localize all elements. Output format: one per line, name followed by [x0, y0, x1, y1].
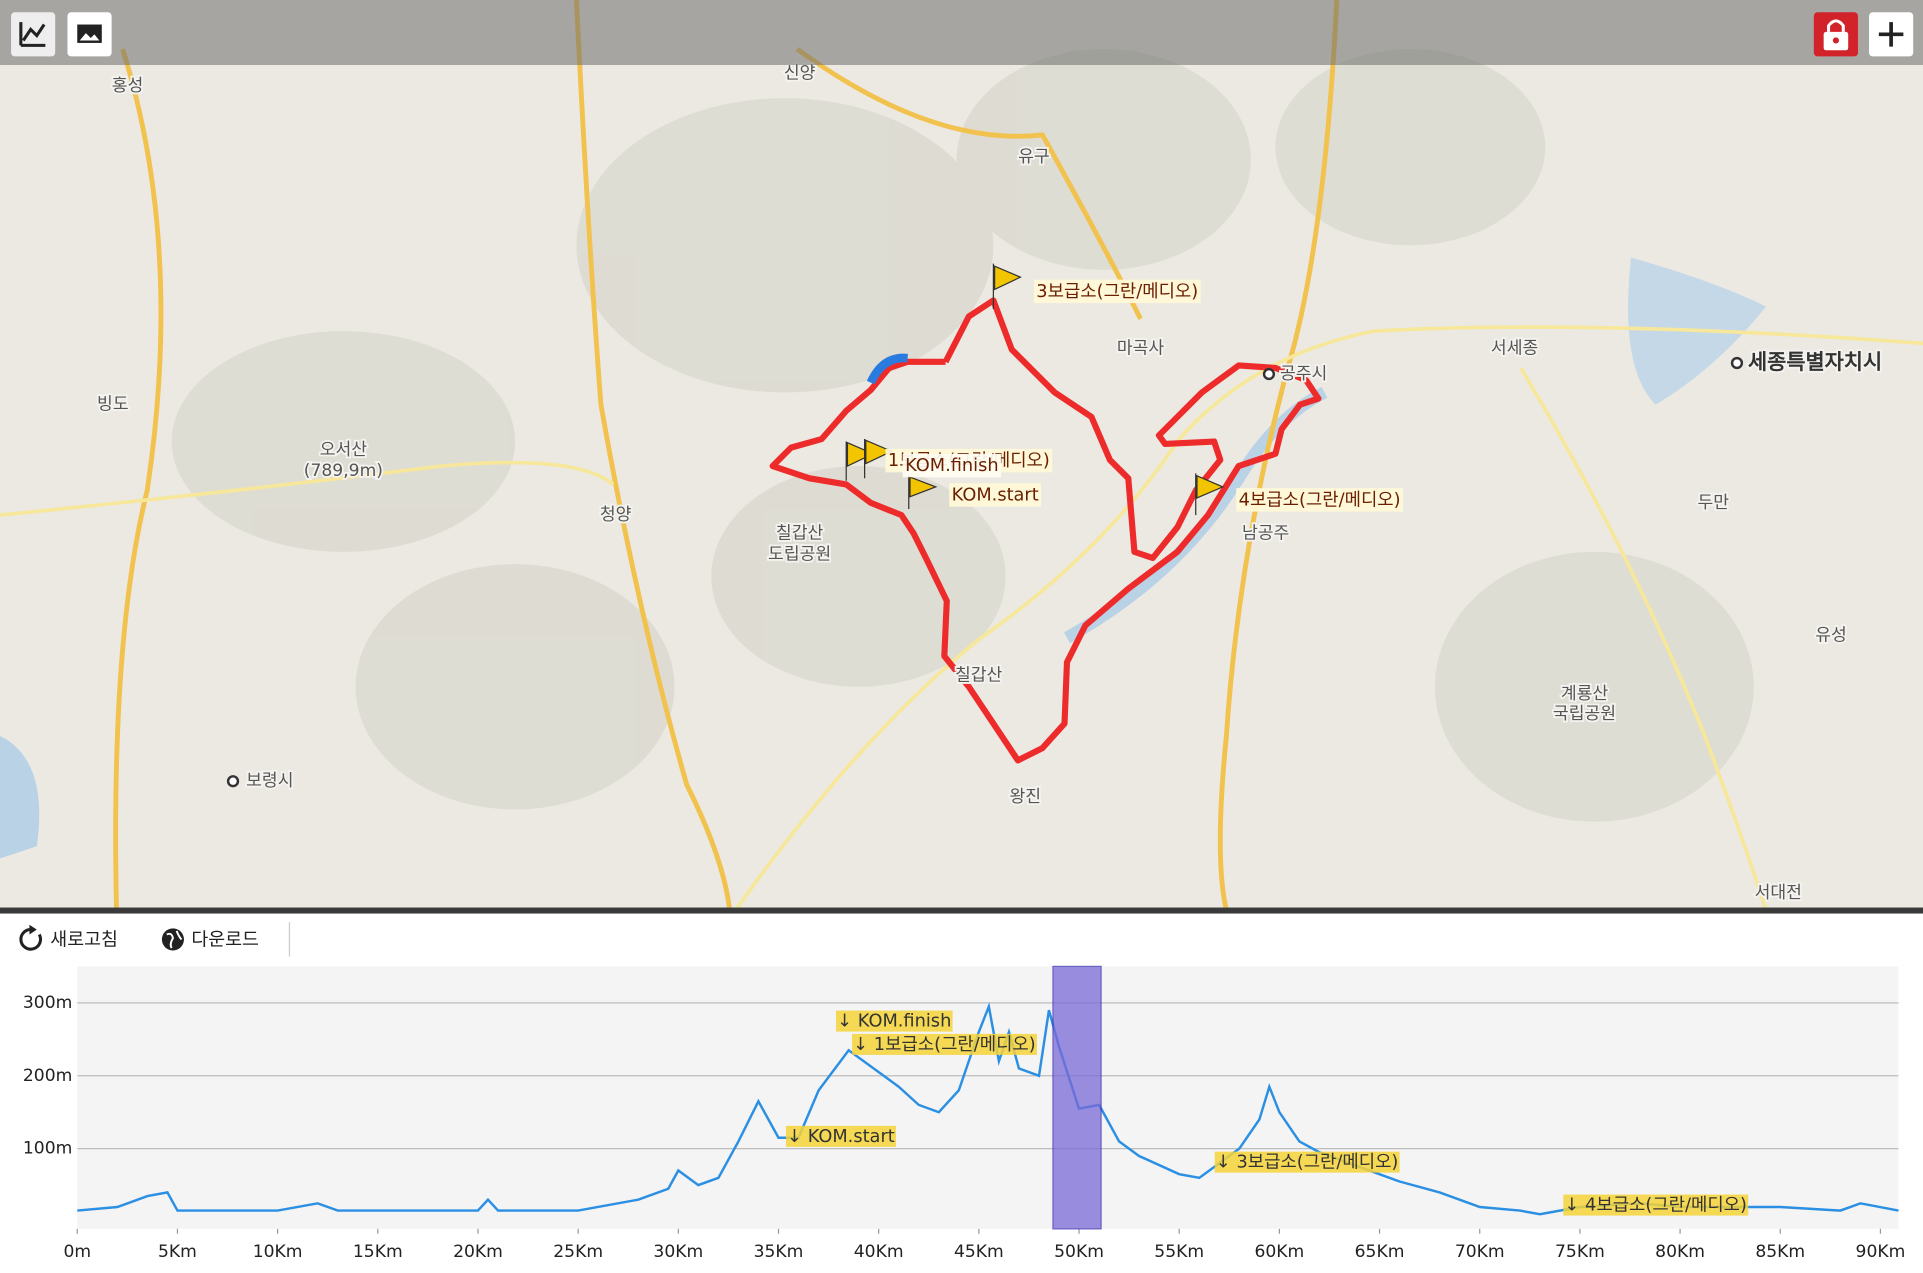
y-tick-label: 300m [23, 993, 72, 1013]
x-tick-label: 60Km [1254, 1242, 1304, 1262]
waypoint-labels: 3보급소(그란/메디오)1보급소(그란/메디오)KOM.finishKOM.st… [885, 279, 1404, 512]
x-tick-label: 50Km [1054, 1242, 1104, 1262]
waypoint-label-bg [1236, 488, 1404, 512]
x-tick-label: 35Km [754, 1242, 804, 1262]
place-label: 신양 [784, 64, 816, 84]
x-tick-label: 80Km [1655, 1242, 1705, 1262]
place-label: 남공주 [1242, 523, 1289, 543]
x-tick-label: 25Km [553, 1242, 603, 1262]
waypoint-label: 4보급소(그란/메디오) [1239, 489, 1401, 510]
city-dot [226, 775, 240, 788]
refresh-button[interactable]: 새로고침 [19, 924, 118, 951]
x-tick-label: 20Km [453, 1242, 503, 1262]
selection-band [1052, 965, 1102, 1230]
annotation-bg [1563, 1194, 1749, 1216]
flags [845, 263, 1225, 516]
lock-button[interactable] [1813, 12, 1858, 57]
x-tick-label: 40Km [854, 1242, 904, 1262]
waypoint-label-bg [902, 453, 1002, 478]
y-tick-label: 200m [23, 1066, 72, 1086]
chart-toggle-button[interactable] [11, 12, 56, 57]
image-button[interactable] [67, 12, 112, 57]
top-bar [0, 0, 1923, 65]
x-tick-label: 75Km [1555, 1242, 1605, 1262]
place-label: 도립공원 [768, 544, 831, 564]
place-label: 마곡사 [1117, 338, 1165, 358]
refresh-label[interactable]: 새로고침 [50, 930, 118, 951]
place-label: 세종특별자치시 [1748, 350, 1882, 374]
panel-divider [0, 907, 1923, 914]
annotation-bg [836, 1010, 953, 1032]
waypoint-label: KOM.finish [905, 455, 999, 476]
route [769, 297, 1322, 764]
place-label: 유구 [1018, 147, 1050, 167]
place-label: 오서산 [320, 440, 368, 460]
annotation-label: ↓ 1보급소(그란/메디오) [853, 1034, 1035, 1055]
elevation-chart[interactable]: 100m 200m 300m 0m 5Km 10Km 15Km 20Km 25Km 30Km 35K… [23, 965, 1906, 1262]
annotation-bg [852, 1033, 1037, 1055]
place-label: 유성 [1815, 625, 1847, 645]
annotation-bg [1214, 1151, 1400, 1173]
x-tick-label: 85Km [1755, 1242, 1805, 1262]
waypoint-label: KOM.start [952, 484, 1039, 505]
route-start [866, 353, 908, 385]
place-label: 국립공원 [1553, 704, 1616, 724]
x-tick-label: 55Km [1154, 1242, 1204, 1262]
place-label: 빙도 [97, 395, 129, 415]
place-label: 계룡산 [1561, 684, 1609, 704]
x-tick-label: 0m [63, 1242, 91, 1262]
place-label: 칠갑산 [955, 666, 1003, 686]
x-tick-label: 70Km [1455, 1242, 1505, 1262]
place-label: 서대전 [1755, 883, 1802, 903]
city-dot [1262, 367, 1276, 381]
place-label: 서세종 [1491, 338, 1538, 358]
place-label: 청양 [600, 505, 632, 525]
x-tick-label: 65Km [1355, 1242, 1405, 1262]
waypoint-label-bg [949, 483, 1042, 507]
place-label: 칠갑산 [776, 523, 824, 543]
place-label: 홍성 [112, 76, 144, 96]
x-tick-label: 15Km [353, 1242, 403, 1262]
place-label: 공주시 [1280, 364, 1327, 384]
x-tick-label: 30Km [653, 1242, 703, 1262]
add-button[interactable] [1869, 12, 1914, 57]
elevation-line [77, 1002, 1899, 1216]
annotation-label: ↓ 4보급소(그란/메디오) [1565, 1195, 1747, 1216]
annotation-bg [785, 1125, 896, 1147]
place-label: 보령시 [246, 771, 293, 791]
place-label: 두만 [1697, 493, 1729, 513]
waypoint-label-bg [1033, 279, 1201, 304]
x-tick-label: 90Km [1856, 1242, 1906, 1262]
place-label: (789,9m) [304, 461, 383, 481]
annotation-label: ↓ KOM.start [787, 1126, 895, 1147]
city-dot [1730, 356, 1744, 370]
x-tick-label: 5Km [158, 1242, 197, 1262]
y-tick-label: 100m [23, 1139, 72, 1159]
x-tick-label: 10Km [253, 1242, 303, 1262]
annotation-label: ↓ KOM.finish [837, 1011, 951, 1032]
x-tick-label: 45Km [954, 1242, 1004, 1262]
waypoint-label: 3보급소(그란/메디오) [1036, 281, 1198, 302]
download-label[interactable]: 다운로드 [191, 930, 259, 951]
download-button[interactable]: 다운로드 [161, 928, 259, 951]
place-label: 왕진 [1009, 787, 1041, 807]
annotation-label: ↓ 3보급소(그란/메디오) [1216, 1152, 1398, 1173]
